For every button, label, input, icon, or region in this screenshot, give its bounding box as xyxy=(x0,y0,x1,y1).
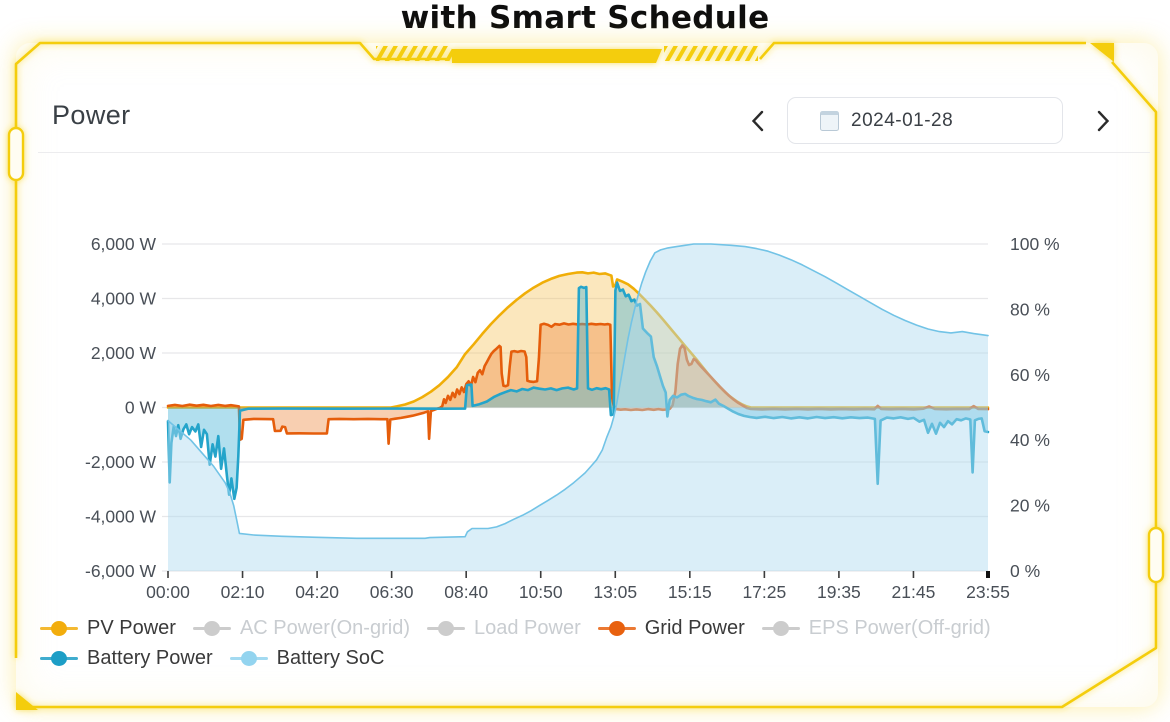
next-day-button[interactable] xyxy=(1088,106,1118,136)
legend-marker-icon xyxy=(229,650,268,667)
legend-item-pv-power[interactable]: PV Power xyxy=(40,617,176,640)
y-left-tick-label: -2,000 W xyxy=(85,452,156,472)
calendar-icon xyxy=(820,110,839,131)
date-value: 2024-01-28 xyxy=(851,109,954,131)
series-area-battery-soc xyxy=(168,244,988,571)
legend-marker-icon xyxy=(192,620,231,637)
x-tick-label: 15:15 xyxy=(668,582,712,602)
x-tick-label: 13:05 xyxy=(593,582,637,602)
page-title: with Smart Schedule xyxy=(400,0,770,36)
y-right-tick-label: 0 % xyxy=(1010,561,1040,581)
legend-marker-icon xyxy=(597,620,636,637)
x-tick-label: 10:50 xyxy=(519,582,563,602)
legend-marker-icon xyxy=(40,620,78,637)
y-right-tick-label: 100 % xyxy=(1010,234,1060,254)
legend-item-battery-soc[interactable]: Battery SoC xyxy=(229,647,385,670)
x-tick-label: 04:20 xyxy=(295,582,339,602)
x-tick-label: 17:25 xyxy=(742,582,786,602)
header-divider xyxy=(38,152,1150,153)
prev-day-button[interactable] xyxy=(742,106,772,136)
legend-item-grid-power[interactable]: Grid Power xyxy=(597,617,745,640)
legend-marker-icon xyxy=(426,620,465,637)
legend-marker-icon xyxy=(761,620,800,637)
y-right-tick-label: 60 % xyxy=(1010,365,1050,385)
y-left-tick-label: 4,000 W xyxy=(91,289,157,309)
legend-item-load-power[interactable]: Load Power xyxy=(426,617,581,640)
y-right-tick-label: 80 % xyxy=(1010,299,1050,319)
series-line-grid-power xyxy=(166,322,990,445)
legend-item-ac-power-on-grid[interactable]: AC Power(On-grid) xyxy=(192,617,410,640)
series-area-battery-power xyxy=(168,282,988,499)
legend-label: PV Power xyxy=(87,617,176,639)
series-line-battery-soc xyxy=(167,243,989,540)
legend-item-battery-power[interactable]: Battery Power xyxy=(40,647,213,670)
legend-label: AC Power(On-grid) xyxy=(239,617,410,639)
x-tick-label: 19:35 xyxy=(817,582,861,602)
y-left-tick-label: 6,000 W xyxy=(91,234,157,254)
y-left-tick-label: 0 W xyxy=(125,398,157,418)
legend-label: Battery Power xyxy=(87,647,213,669)
x-tick-label: 21:45 xyxy=(892,582,936,602)
legend-marker-icon xyxy=(40,650,78,667)
series-line-battery-power xyxy=(166,281,990,501)
chevron-right-icon xyxy=(1097,110,1109,132)
date-picker[interactable]: 2024-01-28 xyxy=(787,97,1063,144)
legend-label: Grid Power xyxy=(644,617,745,639)
legend-label: EPS Power(Off-grid) xyxy=(808,617,991,639)
x-tick-label: 06:30 xyxy=(370,582,414,602)
y-right-tick-label: 40 % xyxy=(1010,430,1050,450)
y-left-tick-label: -4,000 W xyxy=(85,507,156,527)
legend-label: Battery SoC xyxy=(276,647,385,669)
chevron-left-icon xyxy=(751,110,763,132)
legend-row: Battery Power Battery SoC xyxy=(40,647,1150,670)
x-tick-label: 08:40 xyxy=(444,582,488,602)
legend-label: Load Power xyxy=(473,617,581,639)
y-left-tick-label: -6,000 W xyxy=(85,561,156,581)
legend-item-eps-power-off-grid[interactable]: EPS Power(Off-grid) xyxy=(761,617,991,640)
y-left-tick-label: 2,000 W xyxy=(91,343,157,363)
chart-legend: PV Power AC Power(On-grid) Load Power Grid … xyxy=(40,617,1150,670)
legend-row: PV Power AC Power(On-grid) Load Power Grid … xyxy=(40,617,1150,640)
x-tick-label: 00:00 xyxy=(146,582,190,602)
x-tick-label: 23:55 xyxy=(966,582,1010,602)
y-right-tick-label: 20 % xyxy=(1010,496,1050,516)
x-tick-label: 02:10 xyxy=(221,582,265,602)
power-chart[interactable]: 6,000 W 4,000 W 2,000 W 0 W -2,000 W -4,000 W… xyxy=(30,200,1150,610)
card-heading: Power xyxy=(52,100,131,130)
